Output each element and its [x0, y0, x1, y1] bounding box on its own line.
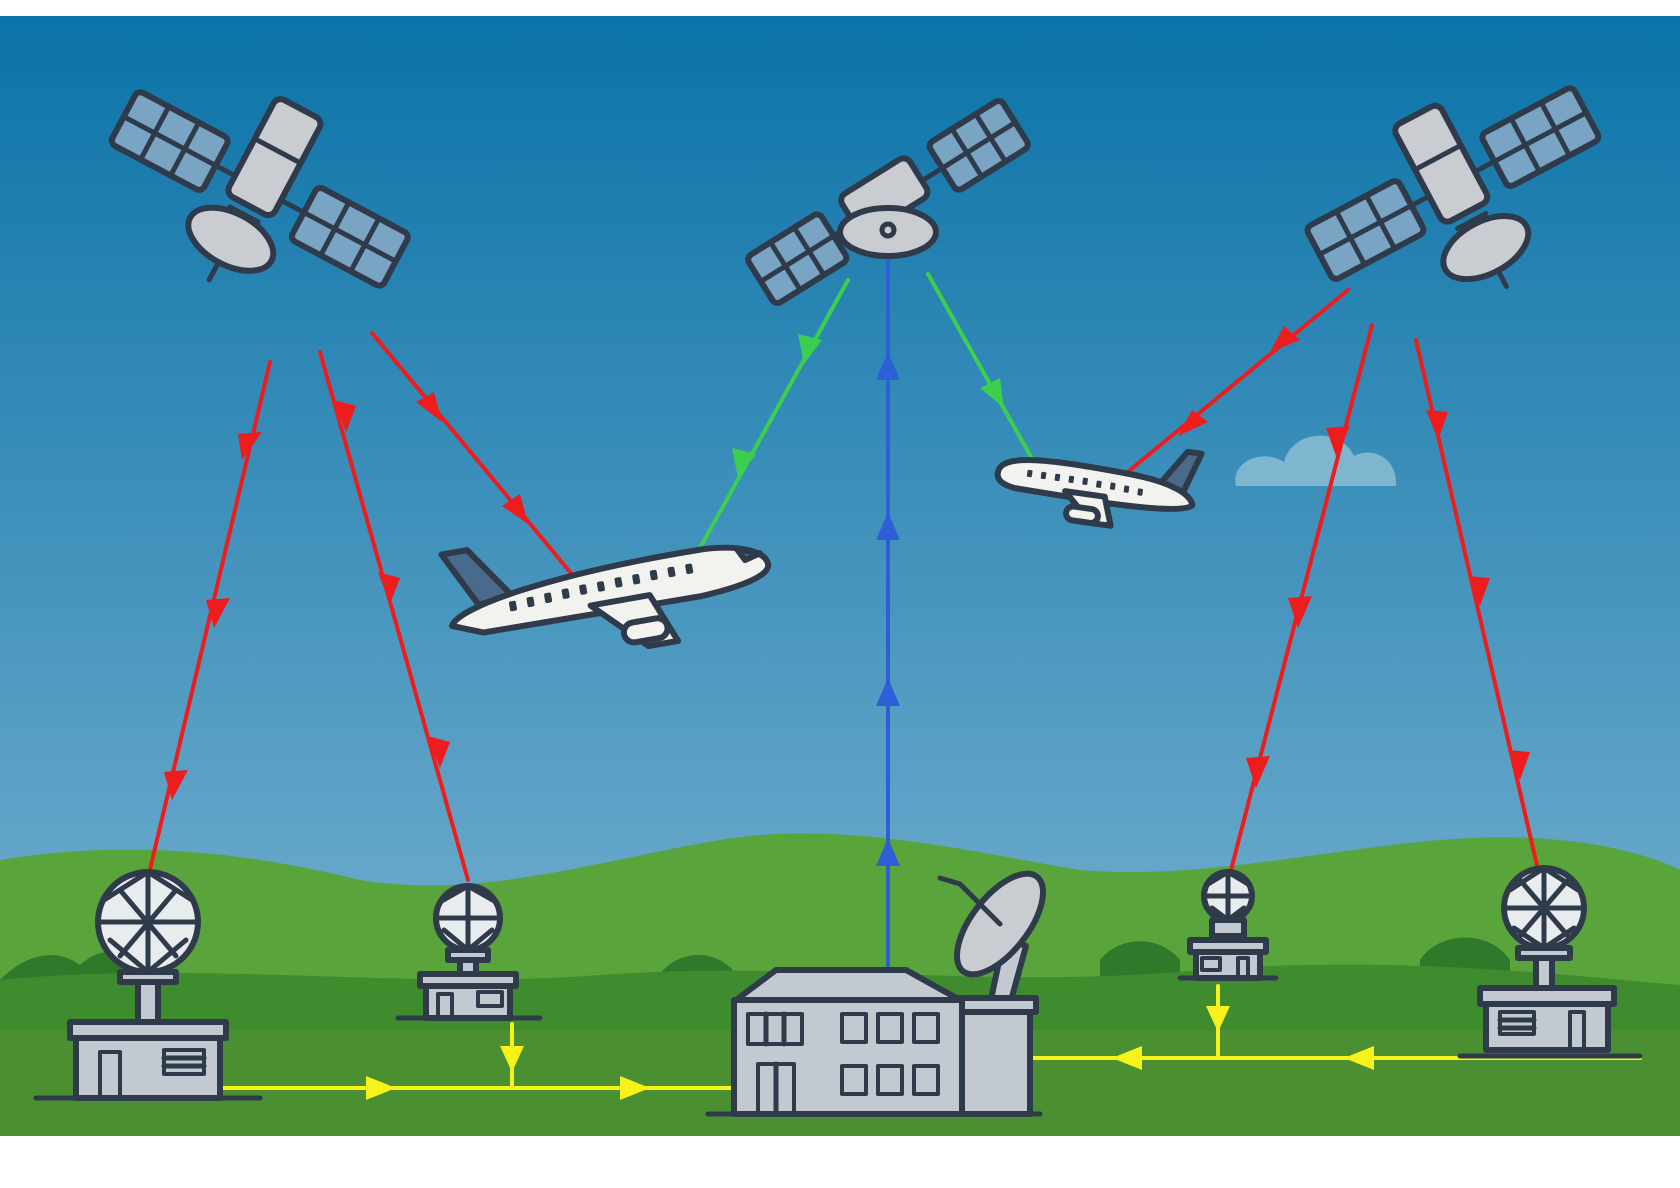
arrowhead: [164, 770, 188, 800]
signal-line: [1116, 288, 1350, 482]
arrowhead: [1112, 1046, 1142, 1070]
arrowhead: [502, 494, 528, 524]
arrowhead: [1508, 750, 1530, 780]
uplink-dish-icon: [937, 870, 1047, 1007]
arrowhead: [1426, 410, 1448, 440]
geo-links: [698, 272, 1036, 550]
arrowhead: [206, 598, 230, 628]
arrowhead: [334, 400, 356, 432]
cloud-icon: [1235, 435, 1397, 486]
control-center-building-icon: [705, 967, 1043, 1117]
arrowhead: [428, 736, 450, 768]
arrowhead: [732, 448, 756, 478]
satellite-left-icon: [108, 89, 411, 289]
ground-station-3-icon: [1177, 869, 1279, 981]
arrowhead: [1206, 1006, 1230, 1032]
arrowhead: [238, 432, 262, 460]
satellite-center-icon: [745, 98, 1031, 306]
ground-station-2-icon: [395, 883, 543, 1021]
satellite-right-icon: [1304, 85, 1602, 289]
signal-line: [926, 272, 1036, 464]
arrowhead: [876, 838, 900, 866]
ground-station-1-icon: [33, 869, 263, 1101]
aircraft-large-icon: [438, 544, 772, 650]
arrowhead: [366, 1076, 396, 1100]
arrowhead: [1178, 410, 1208, 436]
arrowhead: [1246, 756, 1270, 788]
signal-line: [370, 331, 577, 580]
arrowhead: [1270, 326, 1300, 352]
arrowhead: [416, 392, 442, 422]
signal-line: [318, 350, 470, 882]
arrowheads: [164, 326, 1530, 1100]
arrowhead: [500, 1046, 524, 1072]
arrowhead: [1326, 426, 1350, 456]
arrowhead: [980, 378, 1004, 408]
arrowhead: [620, 1076, 650, 1100]
arrowhead: [1468, 576, 1490, 606]
ground-station-4-icon: [1457, 865, 1643, 1059]
aircraft-small-icon: [994, 448, 1205, 529]
arrowhead: [1344, 1046, 1374, 1070]
arrowhead: [876, 352, 900, 380]
arrowhead: [798, 334, 822, 364]
signal-line: [698, 278, 850, 550]
arrowhead: [1288, 596, 1312, 628]
arrowhead: [378, 572, 400, 604]
arrowhead: [876, 678, 900, 706]
arrowhead: [876, 512, 900, 540]
